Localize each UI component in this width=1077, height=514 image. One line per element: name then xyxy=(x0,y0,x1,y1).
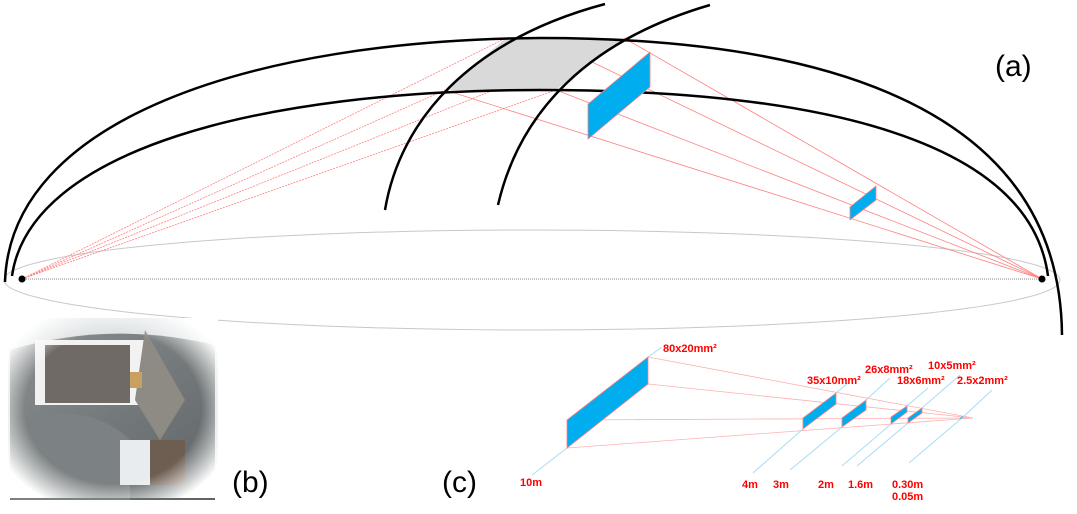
source-focus-point xyxy=(18,275,26,283)
detector-small xyxy=(849,185,877,221)
size-label: 35x10mm² xyxy=(807,375,861,387)
size-label: 80x20mm² xyxy=(663,343,717,355)
detector-80x20 xyxy=(566,356,649,449)
distance-label: 4m xyxy=(742,479,758,491)
panel-label-c: (c) xyxy=(442,466,477,499)
detector-10x5 xyxy=(907,407,923,424)
detector-18x6 xyxy=(890,405,908,425)
detector-2.5x2 xyxy=(960,416,963,419)
distance-label: 10m xyxy=(520,477,542,489)
mirror-arc-right xyxy=(496,3,711,206)
detector-35x10 xyxy=(802,392,837,430)
ellipsoid-panel: (a) xyxy=(3,2,1064,336)
detector-large xyxy=(587,51,651,140)
ellipsoid-outer-arc xyxy=(3,36,1064,336)
distance-label: 1.6m xyxy=(848,479,873,491)
ellipsoid-inner-arc xyxy=(10,88,1050,277)
detector-26x8 xyxy=(841,399,867,428)
detector-scaling-panel: 80x20mm² 35x10mm² 26x8mm² 18x6mm² 10x5mm… xyxy=(442,343,1008,503)
size-label: 18x6mm² xyxy=(897,375,945,387)
mirror-segment xyxy=(445,38,624,90)
distance-label: 3m xyxy=(773,479,789,491)
experiment-photo: (b) xyxy=(8,318,269,500)
distance-guides xyxy=(531,346,993,476)
focal-ellipse xyxy=(3,229,1061,331)
size-label: 2.5x2mm² xyxy=(957,375,1008,387)
rays xyxy=(21,37,1043,280)
image-focus-point xyxy=(1038,275,1046,283)
size-label: 10x5mm² xyxy=(928,360,976,372)
distance-label: 0.05m xyxy=(892,491,923,503)
distance-label: 2m xyxy=(818,479,834,491)
size-label: 26x8mm² xyxy=(865,364,913,376)
distance-label: 0.30m xyxy=(892,479,923,491)
panel-label-a: (a) xyxy=(995,50,1032,83)
mirror-arc-left xyxy=(383,2,606,211)
panel-label-b: (b) xyxy=(232,466,269,499)
